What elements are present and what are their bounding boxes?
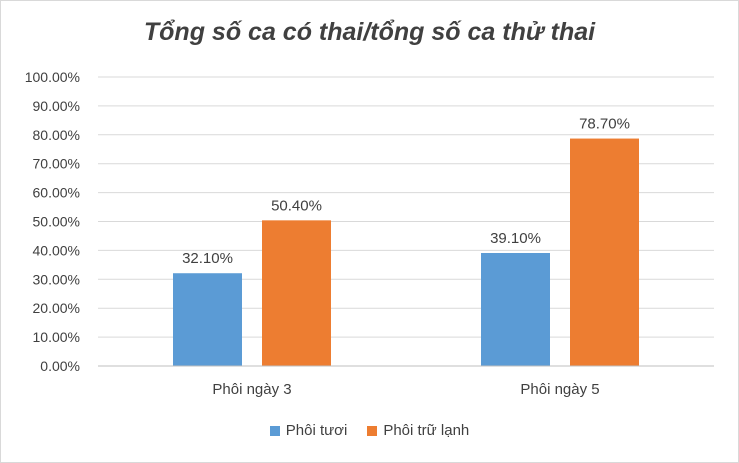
x-axis: Phôi ngày 3 Phôi ngày 5 — [98, 365, 714, 398]
legend: Phôi tươi Phôi trữ lạnh — [0, 422, 739, 439]
data-label: 32.10% — [182, 250, 233, 267]
y-tick-label: 20.00% — [33, 300, 80, 316]
x-tick-label: Phôi ngày 5 — [520, 381, 599, 398]
legend-label-frozen: Phôi trữ lạnh — [383, 422, 470, 439]
legend-swatch-frozen — [367, 425, 378, 436]
legend-item-frozen: Phôi trữ lạnh — [367, 422, 469, 439]
y-tick-label: 0.00% — [40, 358, 80, 374]
y-tick-label: 30.00% — [33, 271, 80, 287]
data-labels: 32.10% 50.40% 39.10% 78.70% — [182, 116, 630, 268]
y-tick-label: 60.00% — [33, 185, 80, 201]
data-label: 50.40% — [271, 197, 322, 214]
y-tick-label: 90.00% — [33, 98, 80, 114]
y-tick-label: 80.00% — [33, 127, 80, 143]
y-tick-label: 50.00% — [33, 214, 80, 230]
bars — [173, 138, 639, 366]
x-tick-label: Phôi ngày 3 — [212, 381, 291, 398]
bar — [173, 273, 242, 366]
data-label: 39.10% — [490, 230, 541, 247]
bar — [262, 220, 331, 366]
chart-title: Tổng số ca có thai/tổng số ca thử thai — [143, 18, 596, 46]
bar — [570, 138, 639, 366]
bar — [481, 253, 550, 366]
y-tick-label: 40.00% — [33, 242, 80, 258]
y-tick-label: 10.00% — [33, 329, 80, 345]
legend-item-fresh: Phôi tươi — [269, 422, 348, 439]
legend-label-fresh: Phôi tươi — [285, 422, 348, 439]
data-label: 78.70% — [579, 116, 630, 133]
y-tick-label: 100.00% — [25, 69, 80, 85]
y-tick-label: 70.00% — [33, 156, 80, 172]
legend-swatch-fresh — [269, 425, 280, 436]
y-axis-ticks: 0.00% 10.00% 20.00% 30.00% 40.00% 50.00% 60.00… — [25, 69, 80, 374]
